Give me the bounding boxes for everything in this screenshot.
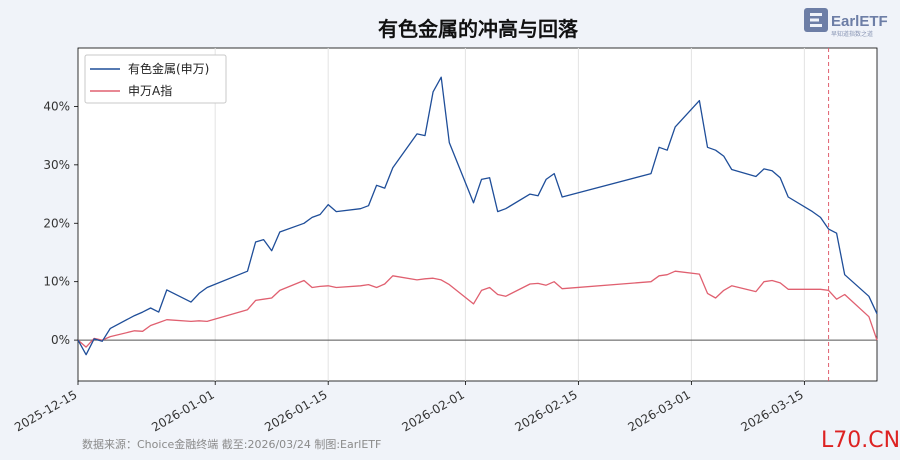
- brand-tagline: 早知道指数之道: [831, 30, 873, 38]
- brand-logo: EarlETF 早知道指数之道: [804, 8, 888, 38]
- legend-box: [84, 54, 227, 104]
- y-tick-label: 20%: [43, 216, 70, 230]
- watermark: L70.CN: [821, 428, 900, 453]
- y-tick-label: 30%: [43, 158, 70, 172]
- chart-title: 有色金属的冲高与回落: [378, 17, 579, 41]
- reference-lines: [78, 48, 877, 381]
- y-tick-label: 40%: [43, 99, 70, 113]
- brand-name: EarlETF: [831, 13, 888, 30]
- y-tick-label: 0%: [51, 333, 70, 347]
- series-line-a-index: [77, 270, 878, 348]
- y-tick-label: 10%: [43, 275, 70, 289]
- legend-label-a-index: 申万A指: [128, 83, 172, 98]
- series-line-nonferrous: [77, 76, 878, 356]
- series-lines: [77, 76, 878, 356]
- legend: 有色金属(申万) 申万A指: [84, 54, 227, 104]
- source-note: 数据来源：Choice金融终端 截至:2026/03/24 制图:EarlETF: [82, 437, 381, 451]
- grid-lines: [214, 48, 805, 381]
- legend-label-nonferrous: 有色金属(申万): [128, 61, 209, 76]
- y-axis: 0% 10% 20% 30% 40%: [43, 99, 78, 347]
